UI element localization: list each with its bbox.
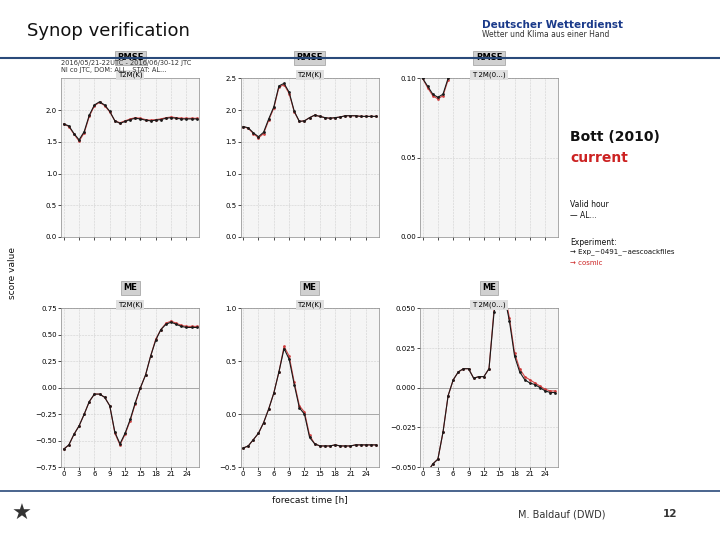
Text: Synop verification: Synop verification: [27, 22, 190, 39]
Text: Deutscher Wetterdienst: Deutscher Wetterdienst: [482, 20, 624, 30]
Text: NI co JTC, DOM: ALL , STAT: AL...: NI co JTC, DOM: ALL , STAT: AL...: [61, 67, 166, 73]
Text: T2M(K): T2M(K): [297, 72, 322, 78]
Text: → cosmic: → cosmic: [570, 260, 603, 266]
Text: Bott (2010): Bott (2010): [570, 130, 660, 144]
Text: Experiment:: Experiment:: [570, 238, 617, 247]
Text: 12: 12: [662, 509, 677, 519]
Text: Valid hour: Valid hour: [570, 200, 609, 209]
Text: RMSE: RMSE: [476, 53, 502, 62]
Text: current: current: [570, 151, 628, 165]
Text: T 2M(0...): T 2M(0...): [472, 302, 506, 308]
Text: DWD: DWD: [656, 12, 684, 22]
Text: RMSE: RMSE: [117, 53, 143, 62]
Text: — AL...: — AL...: [570, 211, 597, 220]
Text: → Exp_~0491_~aescoackfiles: → Exp_~0491_~aescoackfiles: [570, 248, 675, 255]
Text: ME: ME: [123, 284, 137, 292]
Text: 2016/05/21-22UTC - 2016/06/30-12 JTC: 2016/05/21-22UTC - 2016/06/30-12 JTC: [61, 60, 192, 66]
Text: M. Baldauf (DWD): M. Baldauf (DWD): [518, 509, 606, 519]
Text: score value: score value: [9, 247, 17, 299]
Text: ME: ME: [482, 284, 496, 292]
Text: ME: ME: [302, 284, 317, 292]
Text: T2M(K): T2M(K): [118, 302, 143, 308]
Text: T2M(K): T2M(K): [118, 72, 143, 78]
Text: T2M(K): T2M(K): [297, 302, 322, 308]
Text: ★: ★: [12, 504, 32, 524]
Text: Wetter und Klima aus einer Hand: Wetter und Klima aus einer Hand: [482, 30, 610, 39]
Text: forecast time [h]: forecast time [h]: [271, 495, 348, 504]
Text: T 2M(0...): T 2M(0...): [472, 72, 506, 78]
Text: RMSE: RMSE: [297, 53, 323, 62]
